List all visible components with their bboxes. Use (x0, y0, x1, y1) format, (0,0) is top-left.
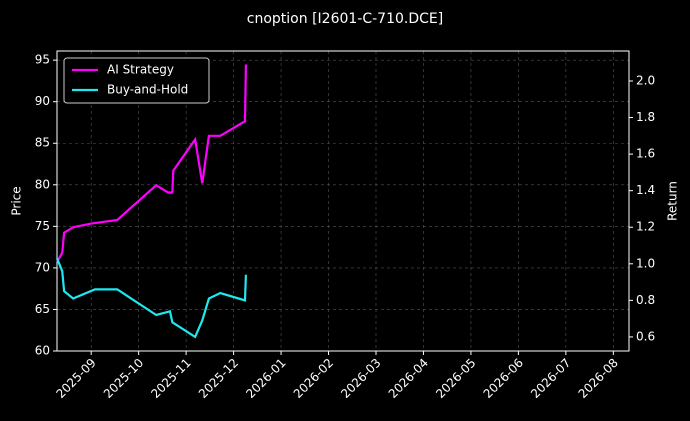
y2-tick-label: 1.8 (636, 110, 655, 124)
y-tick-label: 70 (35, 260, 50, 274)
y-tick-label: 65 (35, 302, 50, 316)
series-line (56, 64, 248, 263)
legend-box (63, 57, 210, 104)
y-tick-label: 95 (35, 53, 50, 67)
y2-tick-label: 1.4 (636, 183, 655, 197)
y-tick-label: 80 (35, 177, 50, 191)
y2-tick-label: 0.6 (636, 329, 655, 343)
chart-title: cnoption [I2601-C-710.DCE] (247, 11, 443, 27)
series-line (55, 257, 248, 339)
y2-axis-label: Return (666, 181, 680, 221)
y2-tick-label: 1.2 (636, 220, 655, 234)
y-tick-label: 75 (35, 219, 50, 233)
y2-tick-label: 0.8 (636, 293, 655, 307)
y2-tick-label: 1.6 (636, 147, 655, 161)
y2-tick-label: 2.0 (636, 73, 655, 87)
legend-label: Buy-and-Hold (107, 83, 188, 97)
y-tick-label: 85 (35, 136, 50, 150)
plot-frame (56, 50, 630, 352)
y2-tick-label: 1.0 (636, 256, 655, 270)
y-tick-label: 60 (35, 344, 50, 358)
y-tick-label: 90 (35, 94, 50, 108)
y-axis-label: Price (10, 186, 24, 215)
legend-label: AI Strategy (107, 63, 174, 77)
